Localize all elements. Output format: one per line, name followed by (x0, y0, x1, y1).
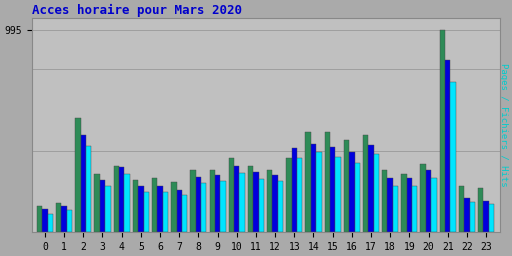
Bar (330, 147, 335, 232)
Bar (37, 206, 42, 232)
Bar (94, 174, 100, 232)
Bar (75, 118, 80, 232)
Bar (105, 186, 111, 232)
Bar (196, 177, 201, 232)
Bar (48, 214, 53, 232)
Text: Acces horaire pour Mars 2020: Acces horaire pour Mars 2020 (32, 4, 242, 17)
Bar (190, 170, 196, 232)
Bar (382, 170, 388, 232)
Bar (401, 174, 407, 232)
Bar (316, 152, 322, 232)
Bar (138, 186, 143, 232)
Bar (80, 135, 86, 232)
Bar (464, 198, 470, 232)
Bar (325, 132, 330, 232)
Bar (445, 60, 451, 232)
Bar (440, 30, 445, 232)
Bar (248, 166, 253, 232)
Bar (56, 202, 61, 232)
Bar (393, 186, 398, 232)
Bar (259, 179, 264, 232)
Bar (234, 166, 240, 232)
Bar (209, 170, 215, 232)
Bar (286, 158, 292, 232)
Bar (349, 152, 354, 232)
Bar (42, 209, 48, 232)
Bar (420, 164, 426, 232)
Bar (133, 180, 138, 232)
Bar (152, 178, 157, 232)
Bar (177, 190, 182, 232)
Bar (220, 181, 226, 232)
Bar (483, 200, 489, 232)
Bar (114, 166, 119, 232)
Bar (119, 167, 124, 232)
Bar (368, 145, 374, 232)
Bar (470, 201, 475, 232)
Bar (182, 196, 187, 232)
Bar (272, 175, 278, 232)
Bar (335, 157, 340, 232)
Bar (229, 158, 234, 232)
Bar (451, 81, 456, 232)
Bar (344, 140, 349, 232)
Bar (163, 193, 168, 232)
Bar (201, 183, 206, 232)
Bar (297, 158, 302, 232)
Bar (388, 178, 393, 232)
Bar (311, 144, 316, 232)
Bar (171, 182, 177, 232)
Bar (278, 181, 283, 232)
Bar (363, 135, 368, 232)
Bar (124, 174, 130, 232)
Bar (86, 146, 91, 232)
Bar (407, 178, 412, 232)
Bar (267, 170, 272, 232)
Bar (374, 154, 379, 232)
Bar (61, 206, 67, 232)
Bar (478, 188, 483, 232)
Bar (240, 174, 245, 232)
Bar (431, 178, 437, 232)
Bar (143, 193, 149, 232)
Bar (459, 186, 464, 232)
Bar (215, 175, 220, 232)
Bar (253, 172, 259, 232)
Bar (292, 148, 297, 232)
Bar (412, 186, 417, 232)
Bar (354, 163, 360, 232)
Bar (489, 204, 494, 232)
Y-axis label: Pages / Fichiers / Hits: Pages / Fichiers / Hits (499, 63, 508, 187)
Bar (305, 132, 311, 232)
Bar (67, 210, 72, 232)
Bar (426, 170, 431, 232)
Bar (100, 180, 105, 232)
Bar (157, 186, 163, 232)
